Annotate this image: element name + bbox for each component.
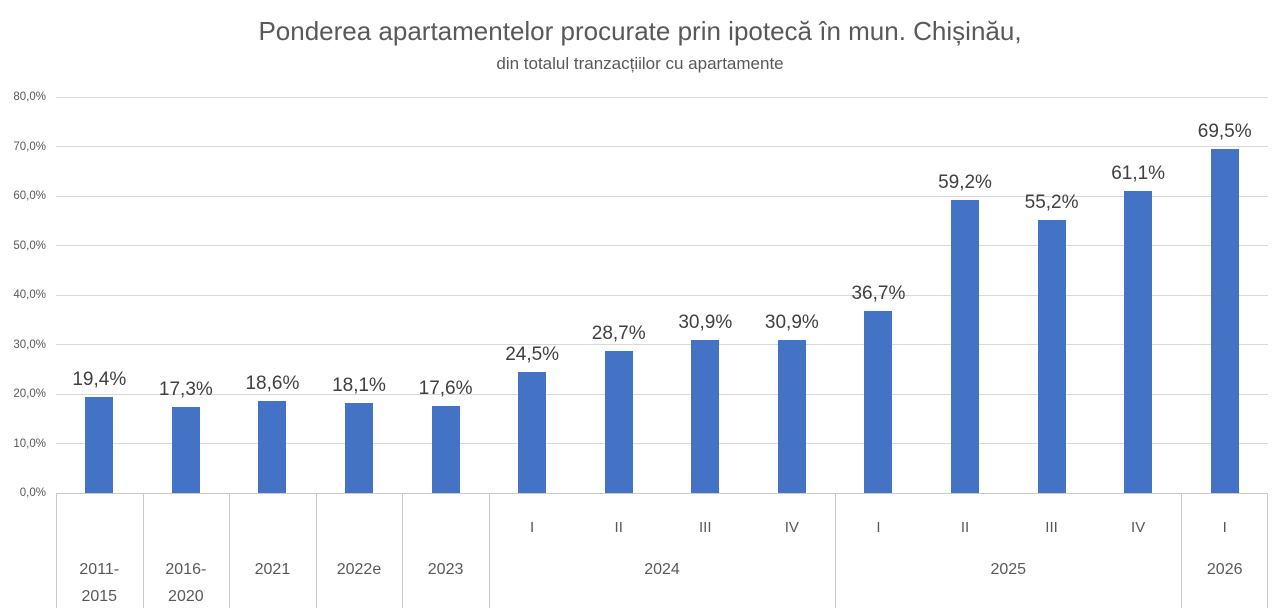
- bar-value-label: 19,4%: [72, 368, 127, 390]
- y-tick-label: 30,0%: [13, 338, 46, 351]
- x-axis-divider: [142, 493, 144, 608]
- year-group-label: 2023: [427, 561, 464, 578]
- gridline: [56, 294, 1268, 296]
- year-group-label: 2022e: [336, 561, 382, 578]
- gridline: [56, 245, 1268, 246]
- quarter-label: I: [530, 519, 535, 536]
- bar: [518, 371, 547, 493]
- bar: [864, 311, 893, 493]
- gridline: [56, 195, 1268, 197]
- x-axis-line: [56, 492, 1268, 494]
- bar-value-label: 28,7%: [591, 322, 646, 344]
- x-axis-divider: [229, 493, 231, 608]
- gridline: [56, 344, 1268, 345]
- bar-value-label: 36,7%: [851, 283, 906, 305]
- y-tick-label: 60,0%: [13, 190, 46, 202]
- quarter-label: IV: [1131, 519, 1146, 536]
- bar-value-label: 61,1%: [1111, 162, 1166, 184]
- bar-value-label: 69,5%: [1197, 120, 1252, 142]
- x-axis-divider: [56, 493, 57, 608]
- y-tick-label: 10,0%: [13, 437, 46, 450]
- bar: [1210, 148, 1239, 493]
- y-tick-label: 40,0%: [13, 289, 46, 301]
- bar: [604, 350, 633, 493]
- y-tick-label: 80,0%: [13, 91, 46, 103]
- bar-value-label: 17,6%: [418, 377, 473, 399]
- x-axis-divider: [315, 493, 317, 608]
- quarter-label: I: [876, 519, 881, 536]
- y-tick-label: 50,0%: [13, 239, 46, 252]
- chart-title: Ponderea apartamentelor procurate prin i…: [258, 16, 1022, 46]
- bar: [777, 340, 806, 493]
- bar: [85, 396, 114, 493]
- quarter-label: II: [614, 519, 623, 536]
- year-group-label: 2026: [1206, 561, 1243, 578]
- year-group-label: 2025: [990, 561, 1027, 578]
- y-tick-label: 70,0%: [13, 140, 46, 153]
- quarter-label: I: [1222, 519, 1227, 536]
- bar-value-label: 18,1%: [332, 375, 386, 397]
- quarter-label: III: [1045, 519, 1058, 536]
- quarter-label: III: [699, 519, 712, 536]
- gridline: [56, 393, 1268, 395]
- year-group-label: 2016- 2020: [165, 561, 207, 605]
- bar: [258, 400, 287, 493]
- year-group-label: 2024: [644, 561, 680, 578]
- x-axis-divider: [1267, 493, 1268, 608]
- year-group-label: 2021: [254, 561, 291, 578]
- y-tick-label: 20,0%: [13, 388, 46, 400]
- quarter-label: II: [960, 519, 970, 536]
- bar: [1124, 190, 1153, 493]
- bar: [691, 340, 720, 493]
- gridline: [56, 443, 1268, 444]
- x-axis-divider: [1181, 493, 1183, 608]
- bar: [951, 199, 979, 493]
- bar-value-label: 30,9%: [678, 312, 733, 334]
- x-axis-divider: [402, 493, 404, 608]
- bar-value-label: 59,2%: [938, 171, 992, 193]
- y-tick-label: 0,0%: [19, 487, 46, 499]
- quarter-label: IV: [784, 519, 799, 536]
- bar-value-label: 18,6%: [245, 372, 300, 394]
- bar: [431, 405, 460, 493]
- bar-value-label: 55,2%: [1024, 191, 1079, 213]
- year-group-label: 2011- 2015: [79, 561, 120, 605]
- x-axis-divider: [488, 493, 490, 608]
- bar-value-label: 30,9%: [764, 312, 819, 334]
- bar: [345, 403, 373, 493]
- x-axis-divider: [835, 493, 837, 608]
- bar: [1037, 219, 1066, 493]
- gridline: [56, 96, 1268, 98]
- bar-value-label: 17,3%: [158, 379, 213, 401]
- bar-value-label: 24,5%: [505, 343, 560, 365]
- gridline: [56, 146, 1268, 147]
- bar: [171, 407, 200, 493]
- chart-subtitle: din totalul tranzacțiilor cu apartamente: [496, 54, 784, 73]
